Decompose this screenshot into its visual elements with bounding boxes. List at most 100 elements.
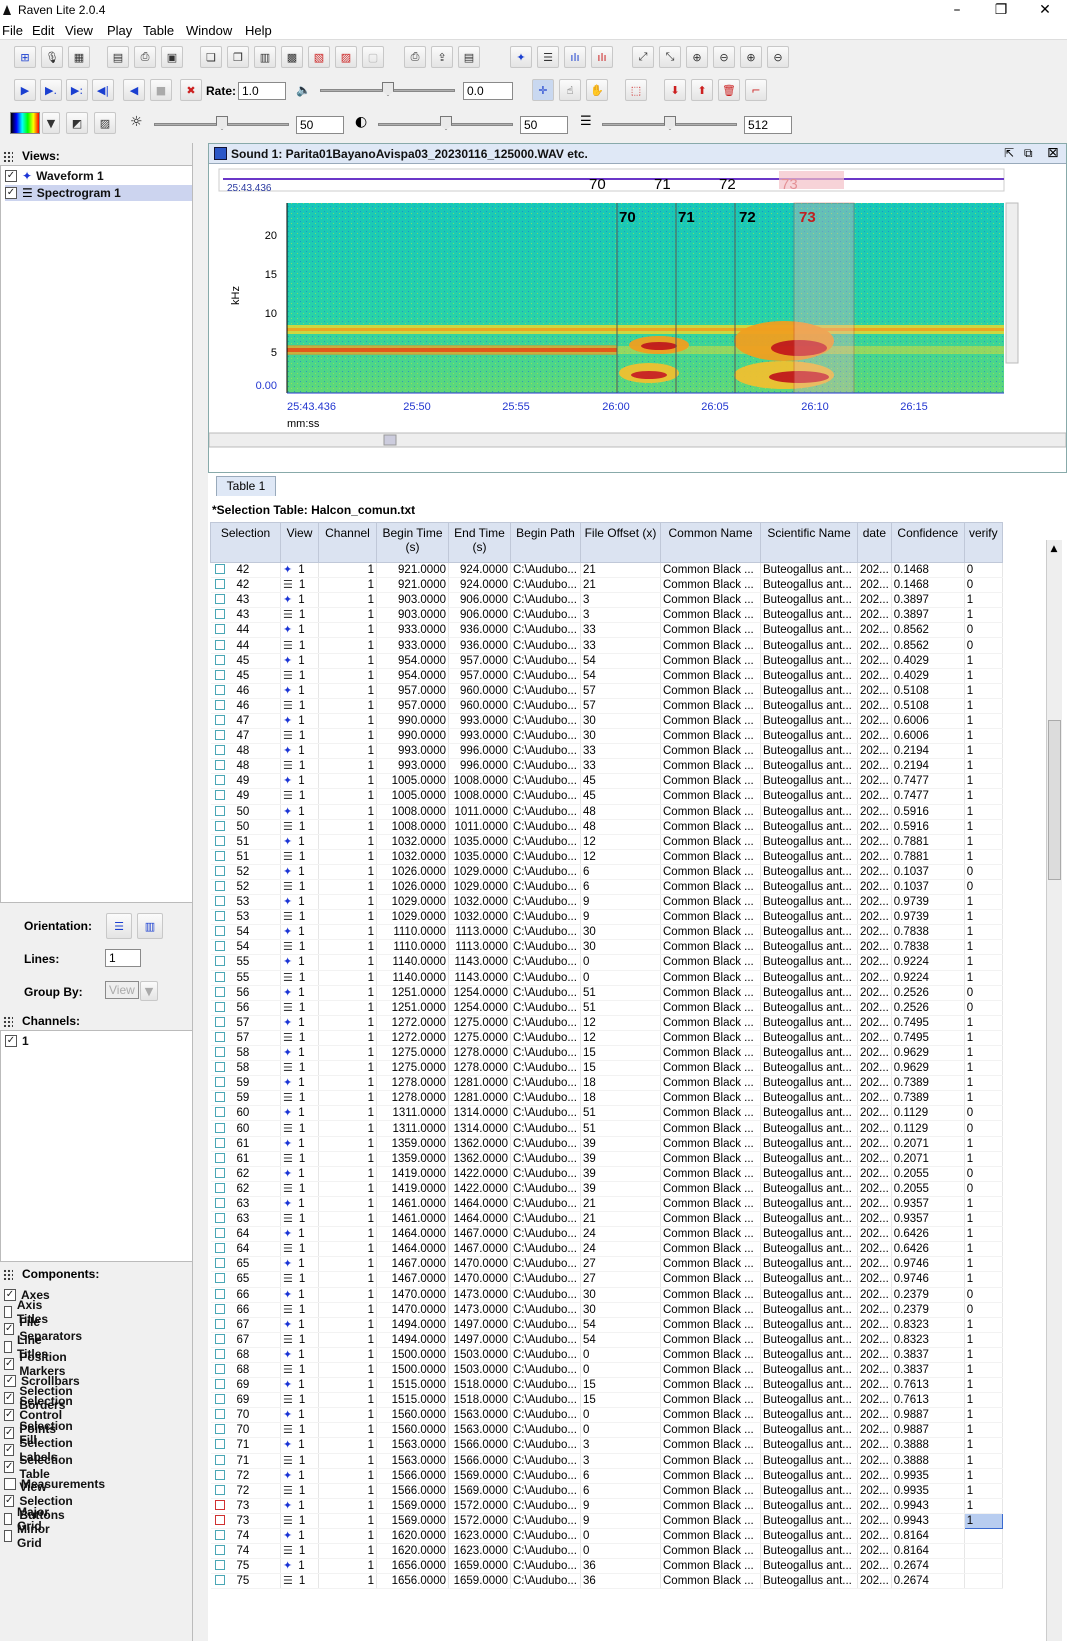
- end-time-cell[interactable]: 960.0000: [448, 698, 511, 714]
- smoothing-icon[interactable]: ▨: [94, 112, 116, 134]
- begin-path-cell[interactable]: C:\Audubo...: [510, 1075, 581, 1092]
- confidence-cell[interactable]: 0.9887: [891, 1407, 965, 1424]
- common-name-cell[interactable]: Common Black ...: [660, 577, 761, 594]
- channel-cell[interactable]: 1: [318, 1302, 377, 1318]
- orientation-horizontal-icon[interactable]: ☰: [106, 913, 132, 939]
- begin-time-cell[interactable]: 903.0000: [376, 607, 449, 624]
- begin-path-cell[interactable]: C:\Audubo...: [510, 592, 581, 609]
- file-offset-cell[interactable]: 9: [580, 1513, 661, 1530]
- begin-time-cell[interactable]: 921.0000: [376, 562, 449, 579]
- record-icon[interactable]: 🎙: [41, 46, 63, 68]
- selection-cell[interactable]: 74: [210, 1528, 281, 1545]
- begin-time-cell[interactable]: 933.0000: [376, 622, 449, 639]
- channel-cell[interactable]: 1: [318, 728, 377, 745]
- component-item[interactable]: ✓ Scrollbars: [4, 1373, 80, 1389]
- scientific-name-cell[interactable]: Buteogallus ant...: [760, 924, 858, 941]
- table-row[interactable]: 48 ✦ 1 1 993.0000 996.0000 C:\Audubo... 33 Commo…: [210, 743, 1003, 760]
- begin-path-cell[interactable]: C:\Audubo...: [510, 1196, 581, 1213]
- common-name-cell[interactable]: Common Black ...: [660, 1060, 761, 1077]
- end-time-cell[interactable]: 1275.0000: [448, 1015, 511, 1031]
- channel-cell[interactable]: 1: [318, 1166, 377, 1182]
- confidence-cell[interactable]: 0.9887: [891, 1422, 965, 1439]
- date-cell[interactable]: 202...: [857, 1347, 892, 1363]
- end-time-cell[interactable]: 996.0000: [448, 758, 511, 775]
- colormap-dropdown-icon[interactable]: ▼: [42, 112, 60, 134]
- selection-cell[interactable]: 58: [210, 1060, 281, 1077]
- row-checkbox-icon[interactable]: [214, 896, 225, 907]
- file-offset-cell[interactable]: 15: [580, 1045, 661, 1062]
- common-name-cell[interactable]: Common Black ...: [660, 758, 761, 775]
- verify-cell[interactable]: 1: [964, 1136, 1003, 1152]
- scientific-name-cell[interactable]: Buteogallus ant...: [760, 1498, 858, 1514]
- begin-time-cell[interactable]: 990.0000: [376, 728, 449, 745]
- common-name-cell[interactable]: Common Black ...: [660, 1543, 761, 1560]
- view-cell[interactable]: ☰ 1: [280, 1000, 319, 1016]
- common-name-cell[interactable]: Common Black ...: [660, 954, 761, 971]
- selection-cell[interactable]: 61: [210, 1136, 281, 1152]
- confidence-cell[interactable]: 0.2526: [891, 985, 965, 1001]
- verify-cell[interactable]: [964, 1528, 1003, 1545]
- selection-cell[interactable]: 69: [210, 1377, 281, 1394]
- begin-path-cell[interactable]: C:\Audubo...: [510, 713, 581, 730]
- view-cell[interactable]: ☰ 1: [280, 1362, 319, 1379]
- scientific-name-cell[interactable]: Buteogallus ant...: [760, 1332, 858, 1348]
- scientific-name-cell[interactable]: Buteogallus ant...: [760, 1573, 858, 1590]
- row-checkbox-icon[interactable]: [214, 1545, 225, 1556]
- view-cell[interactable]: ☰ 1: [280, 1392, 319, 1409]
- file-offset-cell[interactable]: 54: [580, 1317, 661, 1333]
- view-cell[interactable]: ✦ 1: [280, 1528, 319, 1545]
- selection-cell[interactable]: 74: [210, 1543, 281, 1560]
- confidence-cell[interactable]: 0.3897: [891, 607, 965, 624]
- scientific-name-cell[interactable]: Buteogallus ant...: [760, 1075, 858, 1092]
- confidence-cell[interactable]: 0.2071: [891, 1136, 965, 1152]
- print-preview-icon[interactable]: ⎙: [404, 46, 426, 68]
- selection-cell[interactable]: 46: [210, 683, 281, 699]
- file-offset-cell[interactable]: 30: [580, 1287, 661, 1303]
- channel-cell[interactable]: 1: [318, 637, 377, 654]
- channel-cell[interactable]: 1: [318, 1558, 377, 1575]
- selection-cell[interactable]: 64: [210, 1226, 281, 1243]
- begin-time-cell[interactable]: 1656.0000: [376, 1573, 449, 1590]
- begin-path-cell[interactable]: C:\Audubo...: [510, 954, 581, 971]
- end-time-cell[interactable]: 1008.0000: [448, 773, 511, 790]
- selection-cell[interactable]: 57: [210, 1030, 281, 1047]
- end-time-cell[interactable]: 1467.0000: [448, 1241, 511, 1258]
- date-cell[interactable]: 202...: [857, 653, 892, 669]
- verify-cell[interactable]: 1: [964, 758, 1003, 775]
- selection-cell[interactable]: 45: [210, 653, 281, 669]
- scientific-name-cell[interactable]: Buteogallus ant...: [760, 1166, 858, 1182]
- end-time-cell[interactable]: 1623.0000: [448, 1528, 511, 1545]
- common-name-cell[interactable]: Common Black ...: [660, 864, 761, 880]
- confidence-cell[interactable]: 0.9357: [891, 1211, 965, 1228]
- confidence-cell[interactable]: 0.7838: [891, 939, 965, 956]
- verify-cell[interactable]: 1: [964, 728, 1003, 745]
- date-cell[interactable]: 202...: [857, 622, 892, 639]
- selection-cell[interactable]: 44: [210, 622, 281, 639]
- common-name-cell[interactable]: Common Black ...: [660, 1468, 761, 1484]
- channel-cell[interactable]: 1: [318, 622, 377, 639]
- file-offset-cell[interactable]: 48: [580, 819, 661, 835]
- scientific-name-cell[interactable]: Buteogallus ant...: [760, 1347, 858, 1363]
- begin-time-cell[interactable]: 1026.0000: [376, 879, 449, 896]
- begin-path-cell[interactable]: C:\Audubo...: [510, 1347, 581, 1363]
- view-cell[interactable]: ✦ 1: [280, 683, 319, 699]
- component-item[interactable]: ✓ Selection Fill: [4, 1419, 74, 1447]
- view-cell[interactable]: ☰ 1: [280, 909, 319, 926]
- date-cell[interactable]: 202...: [857, 864, 892, 880]
- begin-time-cell[interactable]: 921.0000: [376, 577, 449, 594]
- row-checkbox-icon[interactable]: [214, 850, 225, 861]
- channel-cell[interactable]: 1: [318, 1226, 377, 1243]
- selection-cell[interactable]: 49: [210, 788, 281, 805]
- selection-cell[interactable]: 66: [210, 1287, 281, 1303]
- scientific-name-cell[interactable]: Buteogallus ant...: [760, 894, 858, 911]
- begin-time-cell[interactable]: 1419.0000: [376, 1181, 449, 1197]
- common-name-cell[interactable]: Common Black ...: [660, 1347, 761, 1363]
- end-time-cell[interactable]: 924.0000: [448, 562, 511, 579]
- row-checkbox-icon[interactable]: [214, 805, 225, 816]
- file-offset-cell[interactable]: 3: [580, 1453, 661, 1469]
- file-offset-cell[interactable]: 6: [580, 864, 661, 880]
- scientific-name-cell[interactable]: Buteogallus ant...: [760, 698, 858, 714]
- open-sound-icon[interactable]: ▤: [107, 46, 129, 68]
- table-row[interactable]: 70 ☰ 1 1 1560.0000 1563.0000 C:\Audubo... 0 Comm…: [210, 1422, 1003, 1439]
- colormap-swatch[interactable]: [10, 112, 40, 134]
